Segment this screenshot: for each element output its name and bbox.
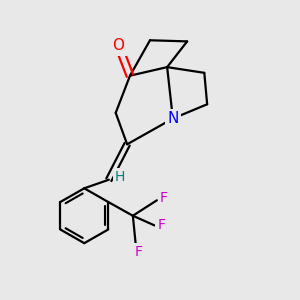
Text: F: F bbox=[135, 245, 142, 259]
Text: F: F bbox=[158, 218, 165, 233]
Text: N: N bbox=[167, 111, 178, 126]
Text: H: H bbox=[115, 170, 125, 184]
Text: O: O bbox=[112, 38, 124, 53]
Text: F: F bbox=[160, 191, 168, 205]
